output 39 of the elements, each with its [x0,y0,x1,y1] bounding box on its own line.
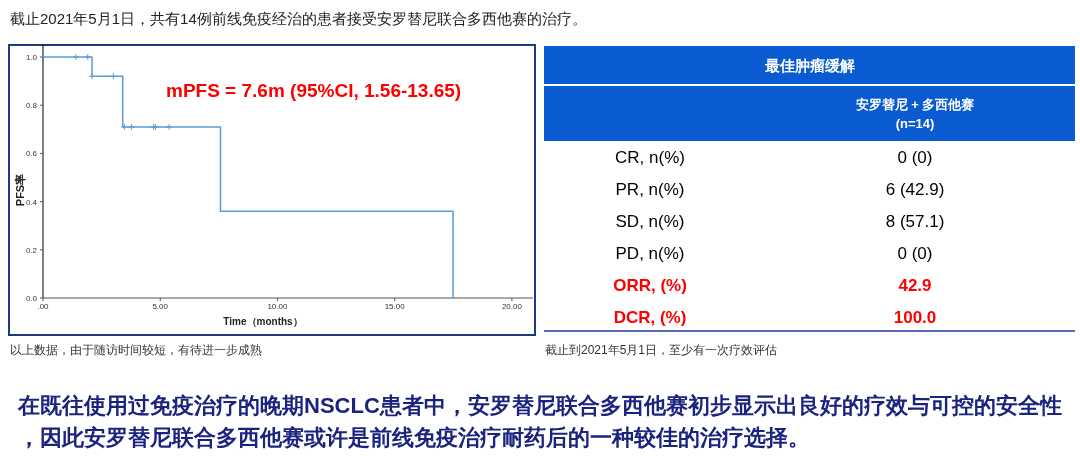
point [88,72,96,80]
y-tick-label: 0.6 [25,149,38,159]
category-label: CR, n(%) [615,148,685,167]
text: 最佳肿瘤缓解 [763,57,855,74]
annotation: mPFS = 7.6m (95%CI, 1.56-13.65) [166,80,462,101]
category-label: ORR, (%) [613,276,687,295]
y-tick-label: 0.8 [25,101,38,111]
point [72,53,80,61]
point [120,123,128,131]
text: 8 (57.1) [885,212,945,231]
x-tick-label: 20.00 [501,302,523,311]
x-tick-label: 15.00 [384,302,406,311]
text: 42.9 [898,276,932,295]
text: 100.0 [893,308,937,327]
category-label: SD, n(%) [615,212,685,231]
x-axis-title: Time（months） [223,316,303,327]
y-tick-label: 0.2 [25,245,38,255]
text: 截止到2021年5月1日，至少有一次疗效评估 [545,343,778,357]
point [84,53,92,61]
x-tick-label: 10.00 [267,302,288,311]
y-axis-title: PFS率 [14,173,26,207]
point [109,72,117,80]
text: 以上数据，由于随访时间较短，有待进一步成熟 [10,343,262,357]
point [128,123,136,131]
y-tick-label: 1.0 [25,53,38,63]
y-tick-label: 0.4 [25,197,38,207]
chart-title: 截止2021年5月1日，共有14例前线免疫经治的患者接受安罗替尼联合多西他赛的治疗。 [10,10,587,27]
text: 6 (42.9) [885,180,945,199]
text: 0 (0) [897,148,933,167]
category-label: PR, n(%) [615,180,685,199]
text: 在既往使用过免疫治疗的晚期NSCLC患者中，安罗替尼联合多西他赛初步显示出良好的疗效与可控的安全性，因此安罗替尼联合多西他赛或许是前线免疫治疗耐药后的一种较佳的治疗选择。 [17,393,1062,450]
text: 0 (0) [897,244,933,263]
point [165,123,173,131]
x-tick-label: 5.00 [152,302,169,311]
category-label: DCR, (%) [613,308,687,327]
y-tick-label: 0.0 [25,294,38,303]
category-label: PD, n(%) [615,244,685,263]
text: 安罗替尼 + 多西他赛 (n=14) [855,97,975,131]
x-tick-label: .00 [37,302,50,311]
